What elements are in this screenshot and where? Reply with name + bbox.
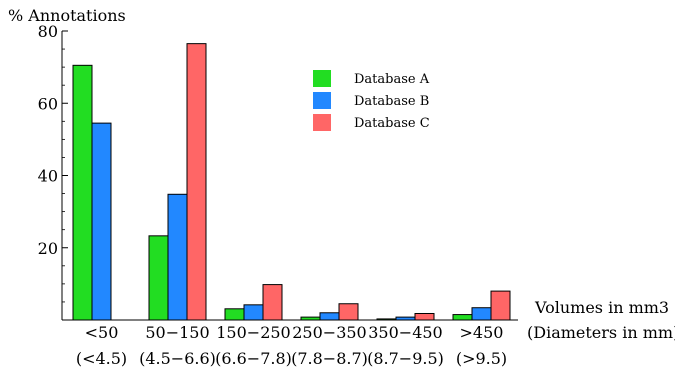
bar bbox=[319, 312, 340, 321]
bar bbox=[167, 193, 188, 321]
x-tick-label: >450 bbox=[460, 323, 504, 342]
legend-label: Database A bbox=[354, 72, 430, 87]
bar bbox=[72, 64, 93, 321]
x-tick-label: <50 bbox=[85, 323, 119, 342]
bar bbox=[148, 235, 169, 321]
bar bbox=[338, 303, 359, 321]
x-axis-sublabel: (Diameters in mm) bbox=[527, 323, 675, 342]
y-tick-label: 40 bbox=[38, 167, 58, 186]
y-axis: 20 40 60 80 bbox=[38, 22, 68, 321]
bar bbox=[414, 312, 435, 321]
x-axis-label: Volumes in mm3 bbox=[534, 298, 669, 317]
x-tick-sublabel: (6.6−7.8) bbox=[215, 349, 292, 368]
x-tick-label: 150−250 bbox=[216, 323, 290, 342]
x-tick-sublabel: (>9.5) bbox=[456, 349, 507, 368]
x-tick-label: 50−150 bbox=[145, 323, 209, 342]
bar bbox=[91, 122, 112, 321]
x-tick-sublabel: (8.7−9.5) bbox=[367, 349, 444, 368]
bar bbox=[243, 304, 264, 321]
bar bbox=[452, 314, 473, 321]
x-tick-label: 350−450 bbox=[368, 323, 442, 342]
legend: Database A Database B Database C bbox=[313, 70, 430, 131]
legend-swatch bbox=[313, 92, 331, 109]
bars bbox=[72, 43, 511, 321]
bar bbox=[186, 43, 207, 321]
bar bbox=[471, 307, 492, 321]
y-tick-label: 60 bbox=[38, 94, 58, 113]
x-tick-sublabel: (7.8−8.7) bbox=[291, 349, 368, 368]
legend-swatch bbox=[313, 70, 331, 87]
y-axis-label: % Annotations bbox=[8, 6, 126, 25]
legend-label: Database B bbox=[354, 94, 429, 109]
x-axis: <50 (<4.5) 50−150 (4.5−6.6)150−250 (6.6−7.8)… bbox=[62, 319, 518, 368]
bar bbox=[224, 308, 245, 321]
legend-label: Database C bbox=[354, 116, 430, 131]
x-tick-label: 250−350 bbox=[292, 323, 366, 342]
bar bbox=[490, 290, 511, 321]
x-tick-sublabel: (4.5−6.6) bbox=[139, 349, 216, 368]
y-tick-label: 20 bbox=[38, 239, 58, 258]
x-tick-sublabel: (<4.5) bbox=[76, 349, 127, 368]
bar bbox=[262, 284, 283, 321]
legend-swatch bbox=[313, 114, 331, 131]
y-tick-label: 80 bbox=[38, 22, 58, 41]
